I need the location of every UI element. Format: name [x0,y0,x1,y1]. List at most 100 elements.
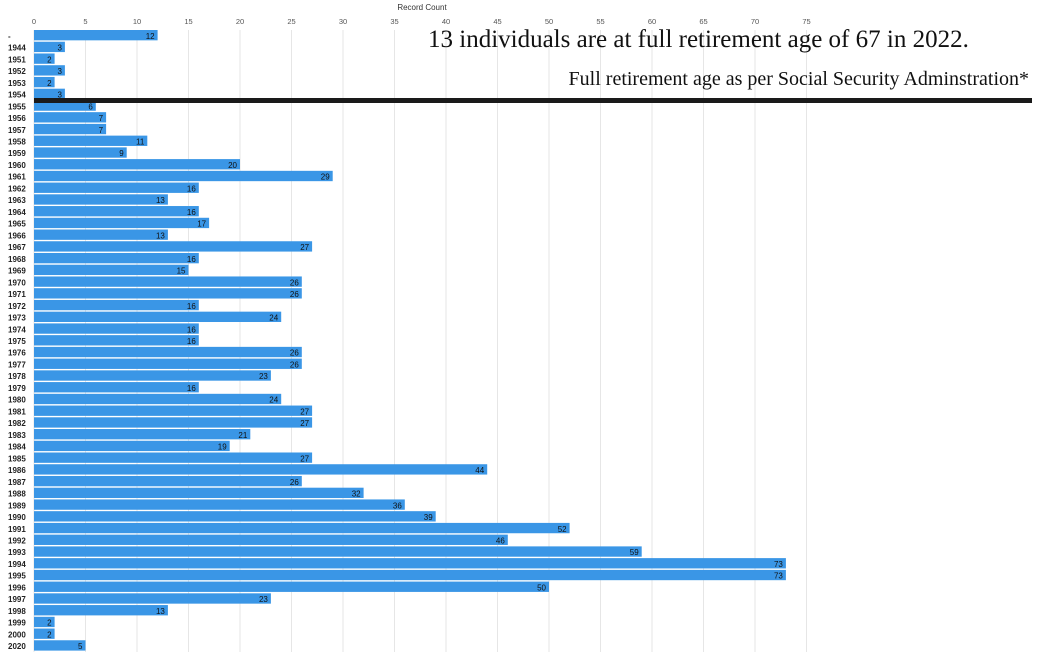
bar [34,593,271,604]
bar-value-label: 23 [259,372,268,381]
bar [34,135,148,146]
bar-value-label: 13 [156,231,165,240]
x-tick-label: 20 [236,17,244,26]
category-label: 1988 [8,490,26,499]
category-label: 1974 [8,325,26,334]
bar-value-label: 26 [290,360,299,369]
bar-value-label: 29 [321,173,330,182]
category-label: 1955 [8,102,26,111]
bar [34,123,107,135]
bar [34,288,302,299]
x-axis-ticks: 0 5 10 15 20 25 30 35 40 45 50 55 60 65 70 75 [32,17,811,26]
bar [34,499,405,510]
category-label: 1960 [8,161,26,170]
x-tick-label: 55 [596,17,604,26]
bar-value-label: 26 [290,349,299,358]
category-label: 1957 [8,126,26,135]
category-label: 1978 [8,372,26,381]
bar-value-label: 16 [187,384,196,393]
bar-value-label: 26 [290,478,299,487]
bar-value-label: 17 [197,220,206,229]
category-label: 1981 [8,407,26,416]
category-label: 1953 [8,79,26,88]
annotation-source-note: Full retirement age as per Social Securi… [568,68,1029,90]
category-label: - [8,32,11,41]
bar-value-label: 16 [187,302,196,311]
bar-value-label: 39 [424,513,433,522]
bar [34,487,364,499]
category-label: 1984 [8,443,26,452]
category-label: 1964 [8,208,26,217]
bar-value-label: 15 [177,267,186,276]
bar [34,417,313,428]
category-label: 1977 [8,360,26,369]
bar [34,30,158,41]
category-label: 1972 [8,302,26,311]
bar [34,241,313,252]
category-label: 1986 [8,466,26,475]
bar [34,429,251,440]
bar-value-label: 73 [774,560,783,569]
bar-value-label: 27 [300,454,309,463]
bar-value-label: 3 [57,67,62,76]
bar [34,147,127,158]
bar-value-label: 5 [78,642,83,651]
x-tick-label: 35 [390,17,398,26]
bar [34,616,55,628]
bar-value-label: 2 [47,630,52,639]
bar [34,605,168,616]
x-tick-label: 25 [287,17,295,26]
bar [34,229,168,240]
bar-value-label: 26 [290,278,299,287]
bar [34,382,199,393]
bar-value-label: 13 [156,196,165,205]
category-label: 1982 [8,419,26,428]
bar-value-label: 26 [290,290,299,299]
x-tick-label: 50 [545,17,553,26]
category-label: 1951 [8,55,26,64]
category-label: 1991 [8,525,26,534]
category-label: 1962 [8,184,26,193]
category-label: 1952 [8,67,26,76]
category-label: 1976 [8,349,26,358]
category-label: 1954 [8,91,26,100]
bar [34,299,199,311]
category-label: 1966 [8,231,26,240]
bar [34,170,333,182]
bar [34,206,199,217]
bar [34,182,199,193]
bar [34,346,302,358]
x-tick-label: 75 [802,17,810,26]
bar [34,558,786,569]
x-tick-label: 45 [493,17,501,26]
category-label: 1997 [8,595,26,604]
bar [34,464,488,475]
annotation-headline: 13 individuals are at full retirement ag… [428,26,969,53]
bar [34,393,282,405]
bar-value-label: 19 [218,443,227,452]
x-tick-label: 60 [648,17,656,26]
bar-value-label: 59 [630,548,639,557]
x-tick-label: 65 [699,17,707,26]
bars [34,30,786,651]
bar [34,546,642,557]
bar [34,41,65,53]
bar-value-label: 21 [238,431,247,440]
x-tick-label: 10 [133,17,141,26]
bar-value-label: 46 [496,537,505,546]
category-label: 1987 [8,478,26,487]
bar [34,65,65,76]
bar [34,276,302,287]
category-label: 1985 [8,454,26,463]
bar-value-label: 7 [99,126,104,135]
category-label: 1994 [8,560,26,569]
bar [34,511,436,522]
bar-value-label: 6 [88,102,93,111]
category-label: 1999 [8,619,26,628]
bar [34,100,96,111]
category-label: 1989 [8,501,26,510]
category-label: 1971 [8,290,26,299]
category-label: 1973 [8,314,26,323]
category-label: 1979 [8,384,26,393]
